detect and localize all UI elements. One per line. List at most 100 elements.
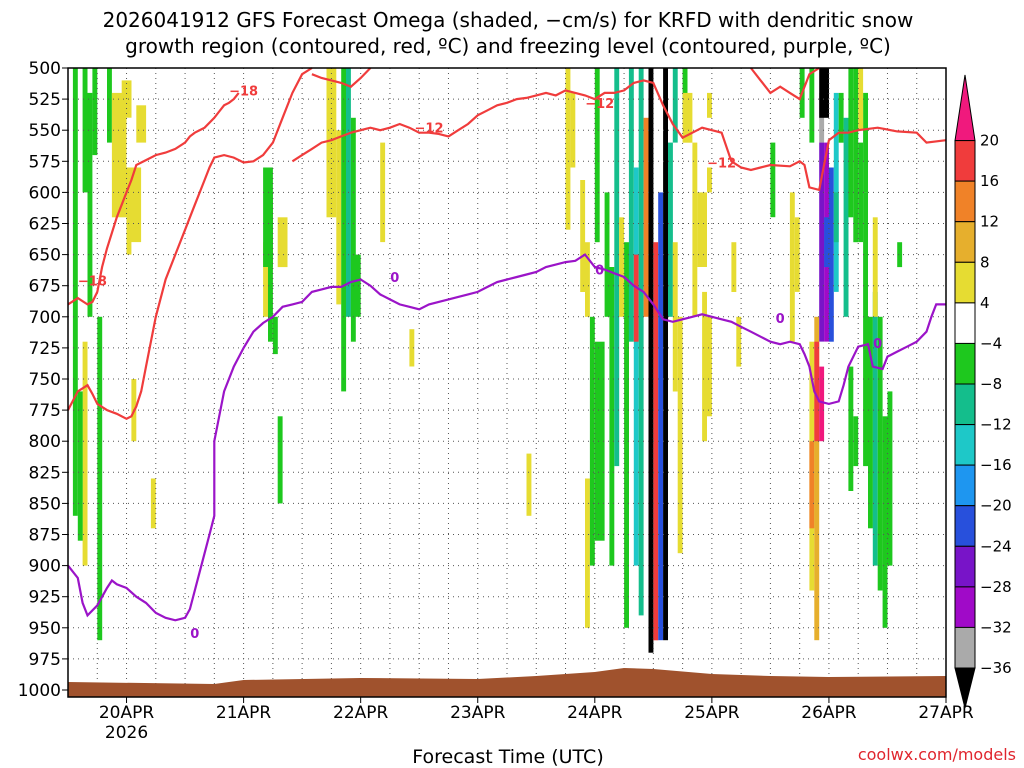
y-tick-label: 875 [29,526,61,546]
omega-cell [263,242,268,317]
x-tick-label: 25APR [684,703,740,723]
colorbar-label: 20 [980,132,999,150]
contour-label: 0 [390,271,399,286]
colorbar-label: −16 [980,456,1012,474]
y-tick-label: 975 [29,650,61,670]
colorbar-bottom-arrow [954,667,976,709]
omega-cell [136,105,147,143]
omega-cell [624,242,629,628]
y-tick-label: 850 [29,494,61,514]
colorbar: 20 16 12 8 4 −4 −8 −12 −16 −20 −24 −28 −32 −36 [954,74,1012,709]
contour-label: 0 [873,337,882,352]
y-axis-ticks: 500 525 550 575 600 625 650 675 700 725 750 775 800 8… [18,59,68,701]
omega-cell [87,92,93,317]
omega-cell [707,316,712,417]
x-tick-label: 23APR [450,703,506,723]
omega-cell [268,192,273,342]
colorbar-swatch [954,464,976,507]
chart-title-line1: 2026041912 GFS Forecast Omega (shaded, −… [103,8,914,32]
omega-cell [863,92,868,193]
omega-cell [619,217,625,317]
omega-cell [326,68,337,218]
omega-cell [707,167,712,193]
omega-cell [643,117,649,317]
colorbar-swatch [954,180,976,223]
y-tick-label: 900 [29,557,61,577]
y-tick-label: 500 [29,59,61,79]
omega-cell [858,142,864,243]
y-tick-label: 625 [29,215,61,235]
chart-title-line2: growth region (contoured, red, ºC) and f… [125,34,891,58]
omega-cell [789,192,795,342]
omega-cell [872,217,878,317]
y-tick-label: 925 [29,588,61,608]
omega-cell [570,92,576,168]
omega-cell [872,291,878,566]
omega-cell [526,453,532,516]
colorbar-swatch [954,140,976,182]
omega-cell [609,267,615,566]
x-tick-label: 20APR [99,703,155,723]
colorbar-label: 12 [980,213,999,231]
contour-label: −18 [78,275,107,290]
y-tick-label: 950 [29,619,61,639]
plot-frame [67,67,947,698]
colorbar-label: −36 [980,659,1012,677]
omega-cell [887,391,893,566]
colorbar-swatch [954,545,976,588]
contour-label: −18 [229,84,258,99]
omega-cell [341,68,347,392]
omega-cell [843,117,849,317]
terrain-fill [68,668,946,697]
colorbar-label: 4 [980,294,990,312]
omega-cell [277,416,283,504]
omega-cell [814,341,820,442]
y-tick-label: 750 [29,370,61,390]
omega-cell [672,68,678,143]
omega-cell [350,117,356,342]
omega-cell [336,130,342,305]
omega-cell [828,167,834,342]
omega-cell [809,441,815,529]
colorbar-swatch [954,342,976,385]
omega-cell [604,192,610,317]
colorbar-swatch [954,383,976,426]
contour-line [311,67,372,88]
y-tick-label: 575 [29,152,61,172]
omega-cell [594,68,600,243]
omega-cell [668,142,673,317]
contour-line [291,79,947,192]
credit-link[interactable]: coolwx.com/models [858,745,1016,764]
omega-cell [72,68,78,516]
omega-cell [653,242,659,641]
x-tick-label: 24APR [567,703,623,723]
omega-cell [858,68,864,131]
omega-cell [82,341,88,566]
y-tick-label: 525 [29,90,61,110]
x-tick-label: 26APR [801,703,857,723]
omega-cell [97,316,103,641]
omega-cell [107,68,112,143]
omega-cell [126,204,132,255]
contour-label: 0 [595,264,604,279]
omega-cell [877,316,883,591]
y-tick-label: 600 [29,183,61,203]
omega-cell [380,142,386,243]
y-tick-label: 700 [29,308,61,328]
x-tick-label: 22APR [333,703,389,723]
omega-cell [628,68,634,342]
colorbar-label: −32 [980,618,1012,636]
omega-cell [819,366,825,442]
omega-cell [77,391,83,541]
omega-cell [682,92,693,143]
omega-cell [814,316,820,641]
y-tick-label: 650 [29,246,61,266]
colorbar-swatch [954,505,976,547]
omega-cell [794,217,800,292]
y-tick-label: 725 [29,339,61,359]
omega-cell [594,341,605,541]
omega-cell [697,192,707,267]
contour-line [750,67,820,101]
